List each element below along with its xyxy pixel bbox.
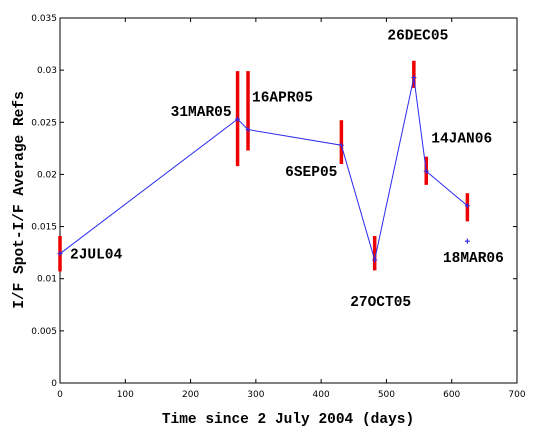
point-label: 14JAN06 — [431, 131, 492, 147]
y-axis-title: I/F Spot-I/F Average Refs — [12, 91, 28, 309]
point-label: 18MAR06 — [443, 251, 504, 267]
plot-area — [59, 17, 518, 384]
y-tick-label: 0 — [51, 379, 57, 389]
x-tick-label: 300 — [247, 390, 264, 400]
y-tick-label: 0.035 — [31, 14, 57, 24]
data-series — [57, 74, 470, 263]
x-axis: 0 100 200 300 400 500 600 700 — [57, 18, 526, 400]
y-tick-label: 0.025 — [31, 118, 57, 128]
data-point — [464, 203, 470, 209]
data-point — [423, 168, 429, 174]
y-tick-label: 0.03 — [37, 66, 57, 76]
extra-point — [464, 238, 470, 244]
y-axis: 0 0.005 0.01 0.015 0.02 0.025 0.03 0.035 — [31, 14, 517, 389]
point-label: 31MAR05 — [171, 105, 232, 121]
data-point — [235, 116, 241, 122]
data-point — [245, 127, 251, 133]
y-tick-label: 0.015 — [31, 223, 57, 233]
x-tick-label: 700 — [508, 390, 525, 400]
x-axis-title: Time since 2 July 2004 (days) — [162, 412, 414, 428]
series-line — [59, 77, 468, 261]
point-label: 27OCT05 — [350, 295, 411, 311]
data-point — [411, 74, 417, 80]
x-tick-label: 100 — [117, 390, 134, 400]
y-tick-label: 0.01 — [37, 275, 57, 285]
y-tick-label: 0.005 — [31, 327, 57, 337]
point-labels: 2JUL04 31MAR05 16APR05 6SEP05 27OCT05 26DEC05… — [70, 28, 504, 311]
x-tick-label: 0 — [57, 390, 63, 400]
x-tick-label: 200 — [182, 390, 199, 400]
x-tick-label: 500 — [378, 390, 395, 400]
data-point — [338, 142, 344, 148]
x-tick-label: 400 — [313, 390, 330, 400]
point-label: 16APR05 — [252, 91, 313, 107]
point-label: 26DEC05 — [387, 28, 448, 44]
data-point — [372, 257, 378, 263]
x-tick-label: 600 — [443, 390, 460, 400]
data-point — [57, 251, 63, 257]
point-label: 2JUL04 — [70, 248, 123, 264]
y-tick-label: 0.02 — [37, 170, 57, 180]
point-label: 6SEP05 — [285, 165, 337, 181]
